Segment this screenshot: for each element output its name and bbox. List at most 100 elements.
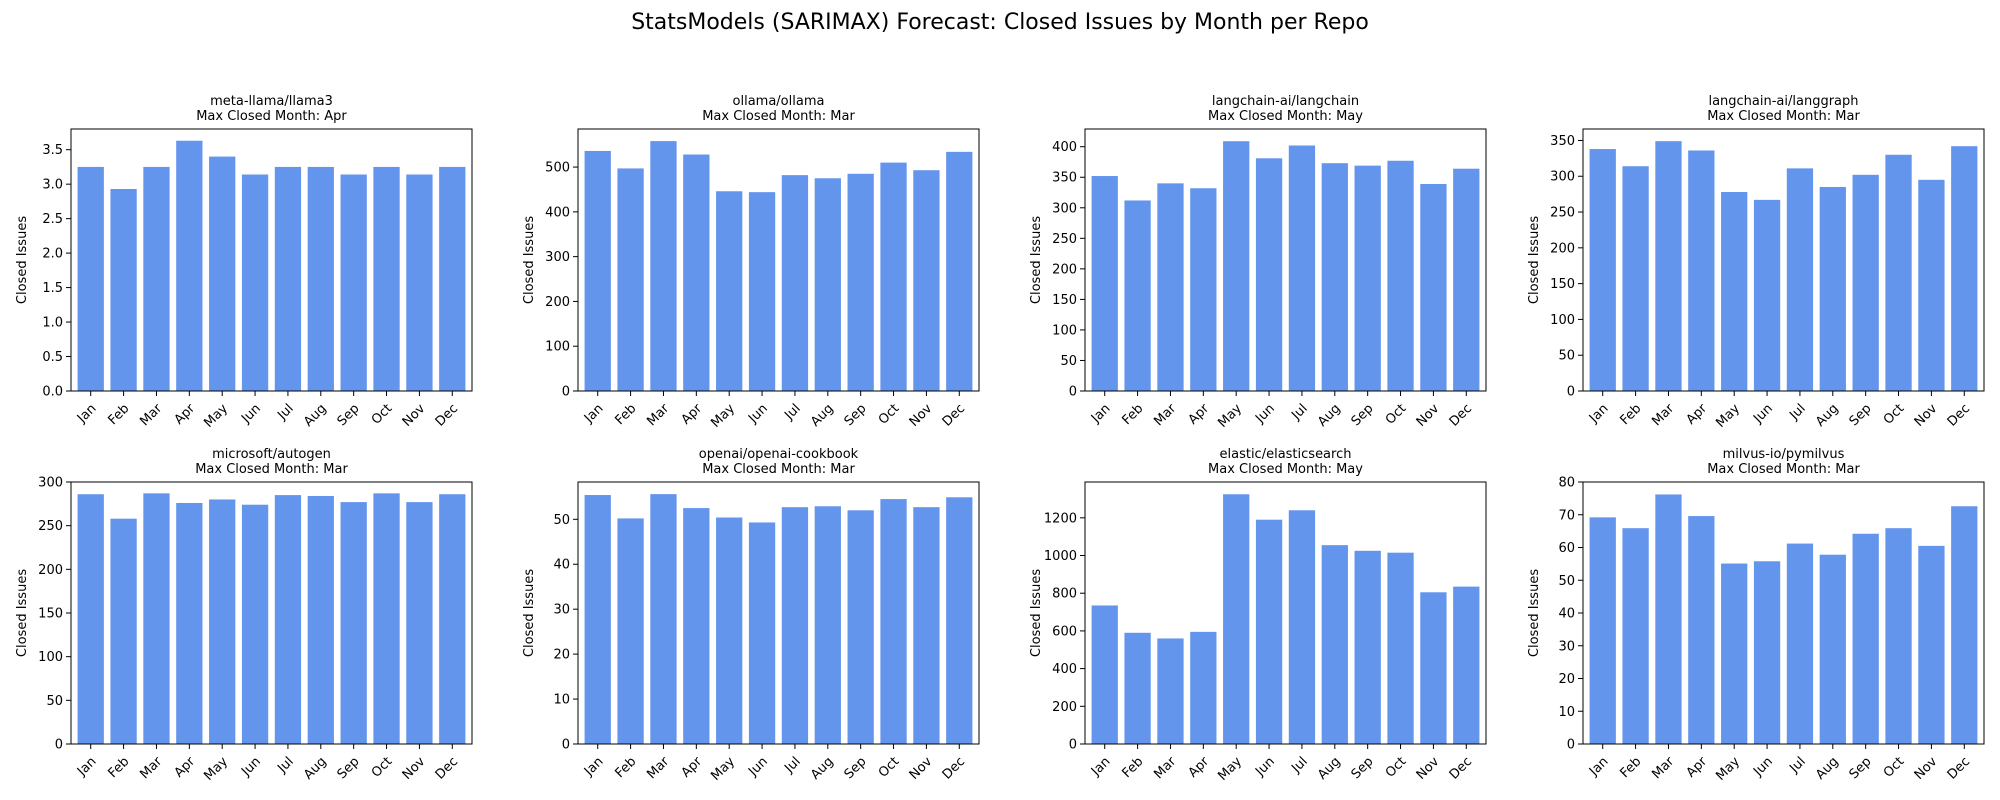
y-tick-label: 1000 xyxy=(1044,549,1077,564)
bar-sep xyxy=(340,502,367,744)
axes-frame xyxy=(1084,481,1487,745)
bar-feb xyxy=(1124,632,1151,744)
x-tick-label: Apr xyxy=(1186,401,1213,428)
bar-jan xyxy=(1091,605,1118,744)
bar-mar xyxy=(1655,494,1682,744)
bar-sep xyxy=(1852,174,1879,391)
bar-may xyxy=(1223,494,1250,744)
y-tick-label: 1.0 xyxy=(42,316,63,331)
y-tick-label: 300 xyxy=(545,250,570,265)
y-tick-label: 100 xyxy=(1550,313,1575,328)
x-tick-label: Jun xyxy=(1750,754,1776,780)
bar-oct xyxy=(1885,154,1912,391)
x-tick-label: Nov xyxy=(1912,754,1941,783)
x-tick-label: May xyxy=(1215,401,1245,431)
bar-may xyxy=(209,499,236,744)
bar-mar xyxy=(1655,141,1682,391)
bar-may xyxy=(1721,191,1748,391)
x-tick-label: Mar xyxy=(1151,401,1179,429)
bar-nov xyxy=(1918,545,1945,744)
y-tick-label: 50 xyxy=(1558,349,1575,364)
bar-jan xyxy=(1589,517,1616,744)
x-tick-label: Jul xyxy=(781,401,803,423)
x-tick-label: Mar xyxy=(1649,401,1677,429)
bar-feb xyxy=(1622,166,1649,391)
x-tick-label: Aug xyxy=(1315,754,1344,783)
bar-jun xyxy=(1753,199,1781,391)
bar-jul xyxy=(781,507,809,744)
bar-jul xyxy=(1786,168,1814,391)
bar-aug xyxy=(1321,163,1348,391)
bar-apr xyxy=(1190,631,1217,744)
bar-dec xyxy=(439,166,466,391)
bar-apr xyxy=(1190,188,1217,391)
bar-mar xyxy=(1157,638,1184,744)
x-tick-label: Jul xyxy=(1786,401,1808,423)
bar-dec xyxy=(946,151,973,391)
y-tick-label: 200 xyxy=(1052,262,1077,277)
x-tick-label: Jan xyxy=(74,754,99,779)
bar-sep xyxy=(340,174,367,391)
bar-dec xyxy=(1453,586,1480,744)
bar-may xyxy=(1721,563,1748,744)
y-axis-label: Closed Issues xyxy=(1029,216,1044,304)
x-tick-label: Oct xyxy=(369,401,396,428)
x-tick-label: Jun xyxy=(238,754,264,780)
y-tick-label: 200 xyxy=(545,295,570,310)
subplot-subtitle: Max Closed Month: Mar xyxy=(702,109,855,124)
y-tick-label: 1.5 xyxy=(42,281,63,296)
bar-mar xyxy=(1157,183,1184,391)
x-tick-label: Feb xyxy=(613,401,640,428)
x-tick-label: Mar xyxy=(137,754,165,782)
bar-oct xyxy=(1885,528,1912,744)
x-tick-label: Dec xyxy=(1945,754,1973,782)
bar-jun xyxy=(1753,561,1781,744)
bar-jul xyxy=(781,175,809,391)
x-tick-label: Sep xyxy=(335,401,363,429)
bar-apr xyxy=(176,502,203,744)
bar-jun xyxy=(748,192,776,391)
x-tick-label: May xyxy=(201,401,231,431)
bar-nov xyxy=(406,174,433,391)
x-tick-label: Oct xyxy=(876,401,903,428)
y-tick-label: 70 xyxy=(1558,508,1575,523)
y-tick-label: 500 xyxy=(545,161,570,176)
x-tick-label: Oct xyxy=(1881,754,1908,781)
bar-nov xyxy=(913,507,940,744)
bar-jun xyxy=(241,504,269,744)
x-tick-label: Jul xyxy=(1288,754,1310,776)
x-tick-label: Jan xyxy=(1088,754,1113,779)
bar-nov xyxy=(1420,592,1447,744)
x-tick-label: Jan xyxy=(1586,754,1611,779)
bar-oct xyxy=(373,493,400,744)
axes-frame xyxy=(1582,128,1985,392)
y-tick-label: 300 xyxy=(38,476,63,491)
axes-frame xyxy=(70,128,473,392)
y-axis-label: Closed Issues xyxy=(15,569,30,657)
bar-feb xyxy=(1622,528,1649,744)
subplot-title: openai/openai-cookbook xyxy=(699,447,859,462)
bar-nov xyxy=(406,502,433,744)
bar-jun xyxy=(1255,519,1283,744)
y-tick-label: 2.5 xyxy=(42,212,63,227)
subplot-subtitle: Max Closed Month: May xyxy=(1208,109,1363,124)
y-tick-label: 3.5 xyxy=(42,143,63,158)
x-tick-label: Oct xyxy=(1383,754,1410,781)
x-tick-label: May xyxy=(708,401,738,431)
x-tick-label: May xyxy=(1215,754,1245,784)
x-tick-label: Apr xyxy=(1684,754,1711,781)
bar-jun xyxy=(748,522,776,744)
y-tick-label: 200 xyxy=(1052,700,1077,715)
y-axis-label: Closed Issues xyxy=(522,216,537,304)
y-tick-label: 800 xyxy=(1052,587,1077,602)
y-tick-label: 250 xyxy=(1052,232,1077,247)
x-tick-label: Feb xyxy=(1120,754,1147,781)
x-tick-label: Feb xyxy=(613,754,640,781)
bar-oct xyxy=(373,166,400,391)
subplot-title: meta-llama/llama3 xyxy=(210,94,333,109)
bar-jul xyxy=(1288,145,1316,391)
axes-frame xyxy=(577,128,980,392)
